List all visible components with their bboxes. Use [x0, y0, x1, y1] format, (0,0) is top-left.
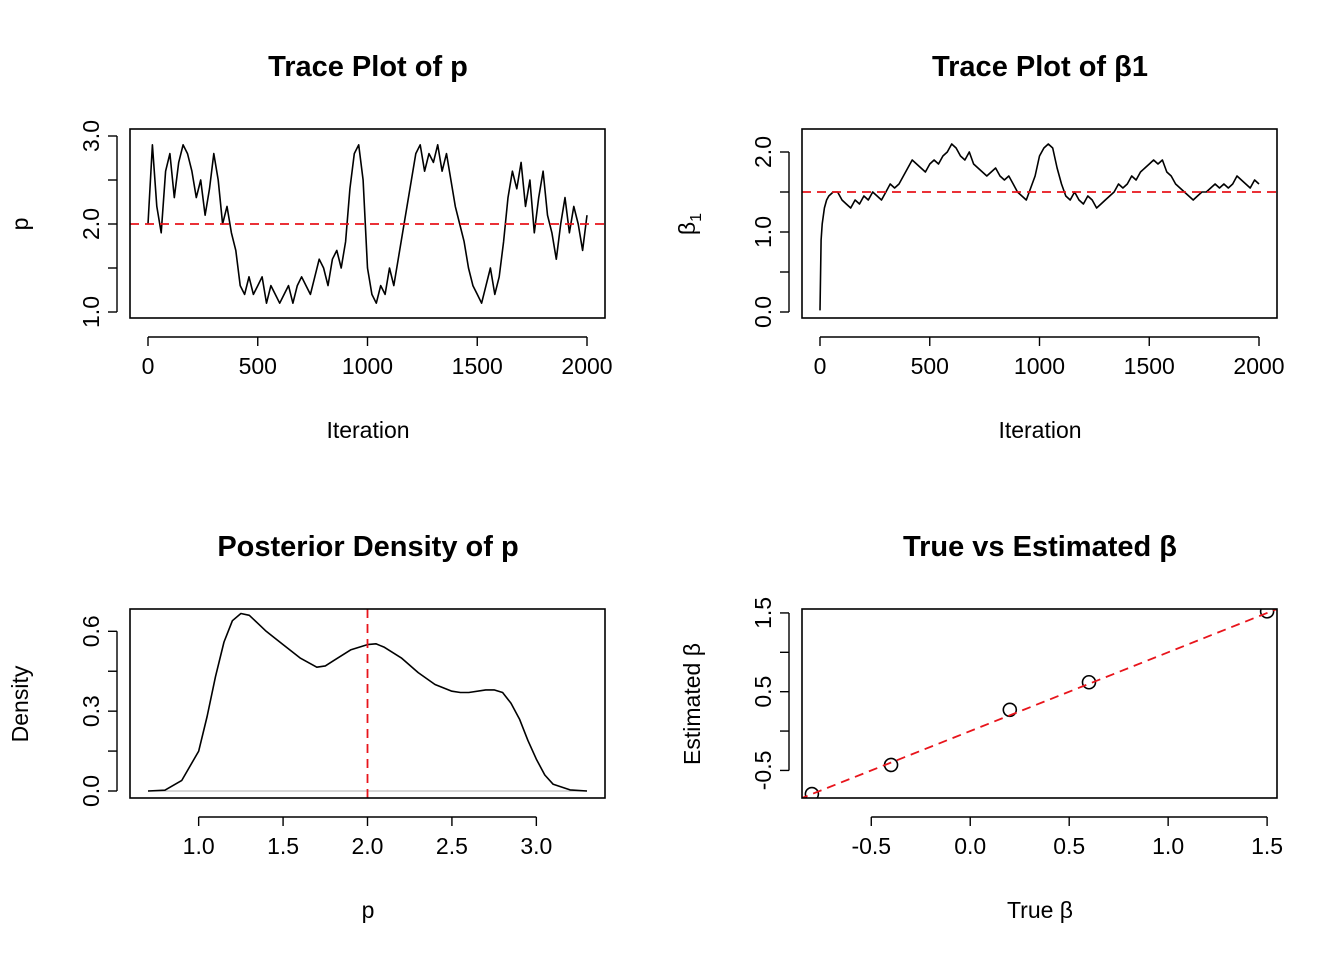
plot-area — [802, 609, 1277, 798]
data-point — [1081, 674, 1097, 690]
x-tick-label: 2.5 — [436, 833, 468, 859]
x-tick-label: 500 — [239, 353, 277, 379]
panel-trace-beta1-ylabel: β1 — [674, 213, 705, 235]
plot-frame — [129, 608, 606, 799]
x-tick-label: 0.0 — [954, 833, 986, 859]
panel-trace-p: Trace Plot of p Iteration p 0 500 1000 1500… — [7, 51, 613, 443]
plot-frame — [801, 128, 1278, 319]
panel-density-p-xlabel: p — [362, 897, 375, 923]
panel-density-p-title: Posterior Density of p — [217, 531, 518, 563]
series-line — [147, 612, 588, 792]
panel-true-vs-estimated-plot: -0.5 0.0 0.5 1.0 1.5 -0.5 0.5 1.5 — [750, 597, 1283, 859]
y-tick-label: 0.6 — [78, 615, 104, 647]
x-tick-label: 0.5 — [1053, 833, 1085, 859]
panel-trace-beta1: Trace Plot of β1 Iteration β1 0 500 1000 15… — [674, 51, 1285, 443]
x-tick-label: 2000 — [561, 353, 612, 379]
panel-trace-p-xlabel: Iteration — [326, 417, 409, 443]
data-point — [804, 786, 820, 798]
y-tick-label: 3.0 — [78, 120, 104, 152]
y-tick-label: 2.0 — [750, 136, 776, 168]
panel-trace-beta1-title: Trace Plot of β1 — [932, 51, 1148, 83]
x-tick-label: 1500 — [1124, 353, 1175, 379]
panel-density-p-ylabel: Density — [7, 665, 33, 742]
panel-trace-beta1-xlabel: Iteration — [998, 417, 1081, 443]
plot-frame — [129, 128, 606, 319]
plot-frame — [801, 608, 1278, 799]
panel-density-p: Posterior Density of p p Density 1.0 1.5 2… — [7, 531, 606, 923]
x-tick-label: 1500 — [452, 353, 503, 379]
panel-true-vs-estimated-title: True vs Estimated β — [903, 531, 1177, 563]
x-tick-label: 1.5 — [1251, 833, 1283, 859]
y-tick-label: 0.0 — [78, 775, 104, 807]
panel-trace-p-ylabel: p — [7, 218, 33, 231]
x-tick-label: 1.5 — [267, 833, 299, 859]
x-tick-label: 1.0 — [1152, 833, 1184, 859]
x-tick-label: 1000 — [342, 353, 393, 379]
data-point — [1002, 702, 1018, 718]
panel-trace-p-title: Trace Plot of p — [268, 51, 468, 83]
plot-area — [802, 143, 1277, 311]
panel-trace-beta1-ylabel-subscript: 1 — [688, 213, 705, 222]
data-point — [1259, 609, 1275, 619]
x-tick-label: 2000 — [1233, 353, 1284, 379]
y-tick-label: 2.0 — [78, 208, 104, 240]
x-tick-label: 3.0 — [520, 833, 552, 859]
panel-true-vs-estimated-ylabel: Estimated β — [679, 643, 705, 765]
plot-area — [130, 144, 605, 305]
panel-true-vs-estimated: True vs Estimated β True β Estimated β -… — [679, 531, 1283, 923]
x-tick-label: 2.0 — [352, 833, 384, 859]
y-tick-label: 1.5 — [750, 597, 776, 629]
x-tick-label: 0 — [142, 353, 155, 379]
x-tick-label: 1.0 — [183, 833, 215, 859]
x-tick-label: 0 — [814, 353, 827, 379]
reference-line — [802, 609, 1277, 798]
x-tick-label: -0.5 — [851, 833, 891, 859]
panel-trace-beta1-plot: 0 500 1000 1500 2000 0.0 1.0 2.0 — [750, 128, 1285, 379]
y-tick-label: 1.0 — [750, 216, 776, 248]
y-tick-label: 1.0 — [78, 296, 104, 328]
plot-area — [147, 609, 588, 798]
panel-trace-p-plot: 0 500 1000 1500 2000 1.0 2.0 3.0 — [78, 120, 613, 379]
y-tick-label: 0.3 — [78, 695, 104, 727]
x-tick-label: 500 — [911, 353, 949, 379]
series-line — [147, 144, 588, 305]
y-tick-label: 0.5 — [750, 676, 776, 708]
panel-density-p-plot: 1.0 1.5 2.0 2.5 3.0 0.0 0.3 0.6 — [78, 608, 606, 859]
panel-true-vs-estimated-xlabel: True β — [1007, 897, 1073, 923]
x-tick-label: 1000 — [1014, 353, 1065, 379]
y-tick-label: -0.5 — [750, 751, 776, 791]
y-tick-label: 0.0 — [750, 296, 776, 328]
panel-trace-beta1-ylabel-main: β — [674, 222, 700, 235]
